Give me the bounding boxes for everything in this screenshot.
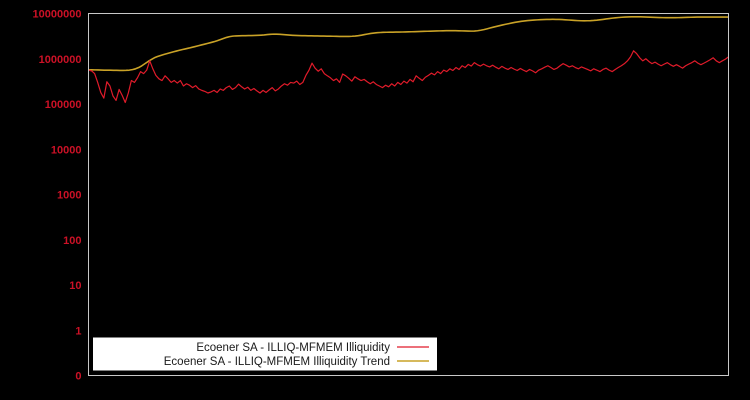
plot-area-background bbox=[88, 13, 729, 376]
data-series-group bbox=[88, 15, 729, 104]
y-axis-tick-label: 0 bbox=[75, 371, 81, 383]
y-axis-tick-label: 100 bbox=[63, 235, 81, 247]
y-axis-tick-label: 10000000 bbox=[33, 9, 82, 21]
y-axis-tick-label: 1000 bbox=[57, 190, 81, 202]
y-axis-tick-label: 1000000 bbox=[39, 54, 82, 66]
legend-background bbox=[93, 337, 437, 371]
chart-legend[interactable]: Ecoener SA - ILLIQ-MFMEM Illiquidity Ecoe… bbox=[93, 337, 437, 371]
y-axis-tick-label: 1 bbox=[75, 325, 81, 337]
legend-entry-label: Ecoener SA - ILLIQ-MFMEM Illiquidity Tre… bbox=[164, 356, 390, 368]
y-axis-tick-label: 10000 bbox=[51, 144, 82, 156]
series-line-illiquidity bbox=[88, 50, 729, 104]
y-axis-tick-label: 100000 bbox=[45, 99, 82, 111]
series-line-illiquidity-trend bbox=[88, 15, 729, 72]
y-axis-tick-label: 10 bbox=[69, 280, 81, 292]
plot-area-frame bbox=[88, 13, 729, 376]
legend-entry-label: Ecoener SA - ILLIQ-MFMEM Illiquidity bbox=[196, 342, 390, 354]
